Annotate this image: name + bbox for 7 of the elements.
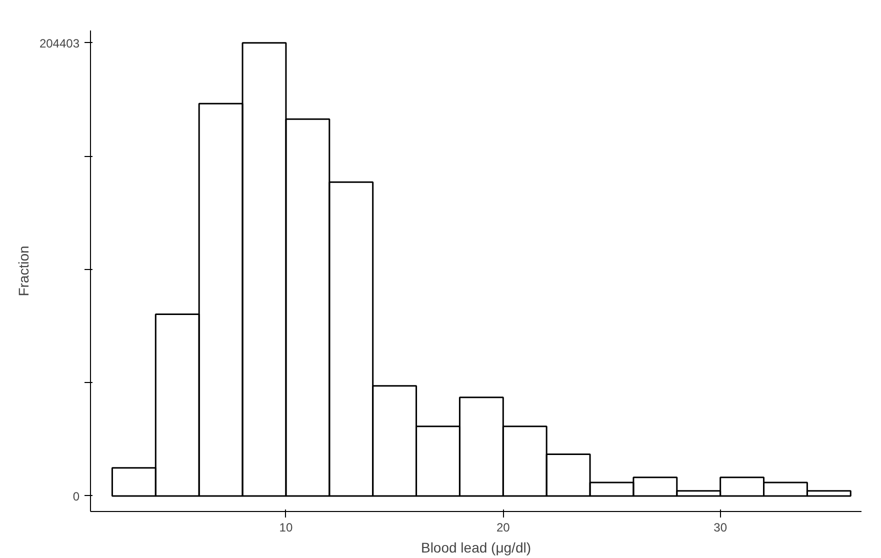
y-axis-title: Fraction	[15, 246, 32, 296]
x-tick-label: 10	[279, 520, 293, 534]
y-tick-label: 0	[72, 489, 80, 504]
x-tick-label: 20	[496, 520, 510, 534]
y-tick-label: 204403	[39, 36, 80, 50]
x-tick-label: 30	[714, 520, 728, 534]
x-axis-title: Blood lead (μg/dl)	[420, 540, 532, 556]
